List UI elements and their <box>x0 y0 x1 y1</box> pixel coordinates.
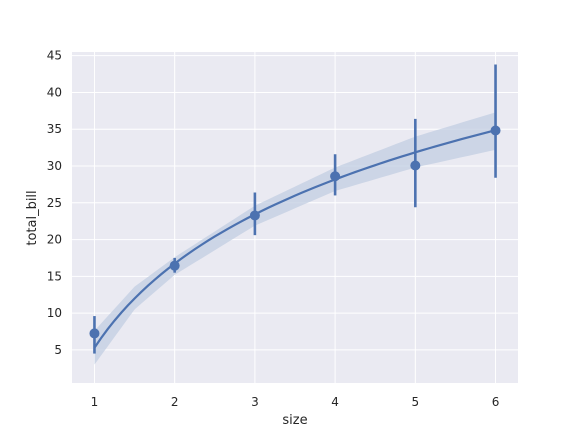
x-axis-label: size <box>282 413 307 428</box>
y-tick-label: 25 <box>47 196 62 210</box>
y-tick-label: 10 <box>47 306 62 320</box>
y-axis-label: total_bill <box>25 190 40 245</box>
x-tick-labels: 1 2 3 4 5 6 <box>91 395 500 409</box>
y-tick-label: 20 <box>47 233 62 247</box>
x-tick-label: 3 <box>251 395 259 409</box>
confidence-band-area <box>94 112 496 365</box>
x-tick-label: 4 <box>331 395 339 409</box>
y-tick-label: 5 <box>54 343 62 357</box>
plot-background <box>72 52 518 383</box>
data-point <box>490 125 501 136</box>
y-tick-label: 40 <box>47 85 62 99</box>
data-point <box>410 160 421 171</box>
x-tick-label: 2 <box>171 395 179 409</box>
data-points <box>89 125 501 339</box>
y-tick-label: 45 <box>47 49 62 63</box>
regression-line <box>93 129 496 349</box>
data-point <box>169 260 180 271</box>
y-tick-label: 15 <box>47 269 62 283</box>
x-tick-label: 6 <box>492 395 500 409</box>
confidence-band <box>94 112 496 365</box>
y-tick-label: 35 <box>47 122 62 136</box>
x-tick-label: 5 <box>412 395 420 409</box>
data-point <box>89 328 100 339</box>
y-tick-label: 30 <box>47 159 62 173</box>
data-point <box>330 171 341 182</box>
y-tick-labels: 5 10 15 20 25 30 35 40 45 <box>47 49 62 357</box>
regression-line-group <box>93 129 496 349</box>
x-tick-label: 1 <box>91 395 99 409</box>
data-point <box>249 210 260 221</box>
